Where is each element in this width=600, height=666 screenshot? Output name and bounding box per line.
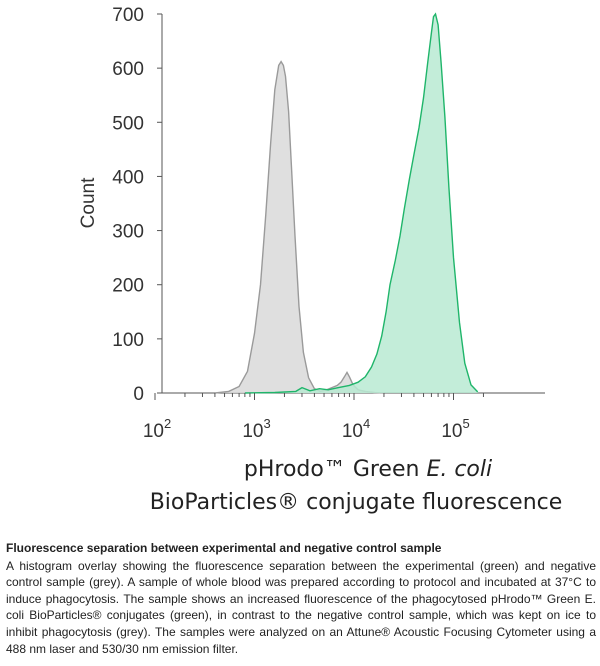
x-axis-label-line1-a: pHrodo™ Green <box>244 457 427 482</box>
caption-body: A histogram overlay showing the fluoresc… <box>6 558 596 656</box>
x-tick-label: 103 <box>242 416 270 442</box>
series-line-negative-control <box>214 60 385 394</box>
x-ticks: 102 103 104 105 <box>143 393 484 442</box>
x-tick-label: 105 <box>441 416 469 442</box>
figure-caption: Fluorescence separation between experime… <box>6 540 596 657</box>
series-layer <box>214 12 479 394</box>
y-tick-label: 500 <box>112 113 144 134</box>
y-tick-label: 400 <box>112 167 144 188</box>
y-tick-label: 600 <box>112 59 144 80</box>
histogram-chart: 0 100 200 300 400 500 600 700 102 103 104 105 Coun… <box>78 5 563 515</box>
chart-svg: 0 100 200 300 400 500 600 700 102 103 104 105 Coun… <box>78 5 563 515</box>
y-ticks: 0 100 200 300 400 500 600 700 <box>112 5 162 405</box>
series-line-experimental <box>244 12 479 394</box>
y-tick-label: 100 <box>112 330 144 351</box>
y-tick-label: 0 <box>133 384 144 405</box>
y-axis-label: Count <box>78 177 99 228</box>
x-axis-label-line1-italic: E. coli <box>426 457 492 482</box>
y-tick-label: 700 <box>112 5 144 26</box>
x-tick-label: 104 <box>342 416 370 442</box>
x-tick-label: 102 <box>143 416 171 442</box>
x-axis-label-line2: BioParticles® conjugate fluorescence <box>150 490 563 515</box>
y-tick-label: 200 <box>112 276 144 297</box>
caption-title: Fluorescence separation between experime… <box>6 541 442 555</box>
x-axis-label-line1: pHrodo™ Green E. coli <box>244 457 492 482</box>
series-area-experimental <box>244 14 478 393</box>
y-tick-label: 300 <box>112 222 144 243</box>
plot-frame <box>161 14 545 394</box>
series-area-negative-control <box>214 61 384 393</box>
